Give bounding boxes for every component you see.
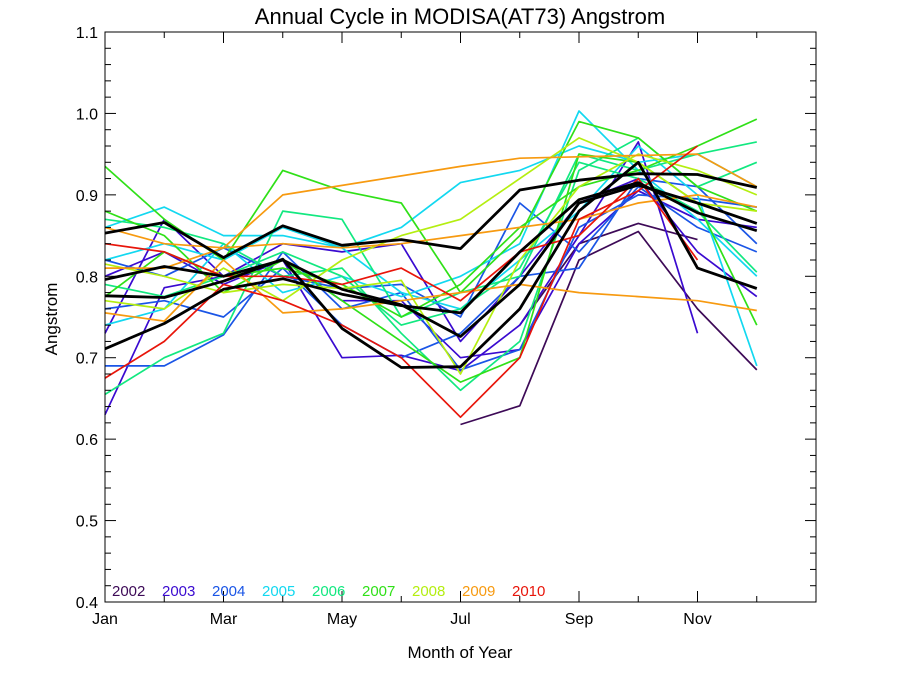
y-tick-label: 0.6 [76, 432, 98, 449]
series-line-2004-0 [105, 194, 757, 371]
series-line-black-3 [104, 183, 758, 338]
y-tick-label: 0.8 [76, 269, 98, 286]
legend-item-2008: 2008 [412, 583, 445, 600]
x-tick-label: Jul [450, 611, 470, 628]
axes-layer: Jan Mar May Jul Sep Nov 0.4 0.5 0.6 0.7 0.8 0.9 1.0 1… [76, 25, 817, 628]
y-tick-label: 1.0 [76, 106, 98, 123]
x-tick-label: Jan [92, 611, 118, 628]
x-tick-label: Mar [210, 611, 238, 628]
series-line-2010-1 [104, 177, 699, 302]
series-line-2002-1 [519, 222, 698, 326]
series-line-black-2 [104, 172, 758, 260]
y-tick-label: 0.9 [76, 188, 98, 205]
legend-item-2002: 2002 [112, 583, 145, 600]
series-layer [104, 110, 758, 426]
series-line-2003-0 [104, 141, 699, 416]
chart-title: Annual Cycle in MODISA(AT73) Angstrom [255, 4, 665, 29]
x-tick-label: May [327, 611, 357, 628]
series-line-2005-0 [104, 145, 758, 249]
y-tick-label: 0.7 [76, 351, 98, 368]
y-tick-label: 0.5 [76, 514, 98, 531]
series-line-2006-0 [104, 141, 757, 396]
y-axis-label: Angstrom [42, 283, 61, 356]
y-tick-label: 1.1 [76, 25, 98, 42]
series-line-2009-1 [104, 153, 758, 249]
legend-item-2009: 2009 [462, 583, 495, 600]
x-tick-label: Nov [683, 611, 711, 628]
series-line-black-1 [104, 160, 758, 369]
legend: 2002 2003 2004 2005 2006 2007 2008 2009 2010 [112, 583, 545, 600]
legend-item-2007: 2007 [362, 583, 395, 600]
legend-item-2005: 2005 [262, 583, 295, 600]
series-line-2010-0 [104, 145, 699, 419]
series-line-2008-0 [104, 153, 758, 375]
series-line-2009-0 [104, 259, 757, 322]
x-tick-label: Sep [565, 611, 594, 628]
legend-item-2006: 2006 [312, 583, 345, 600]
legend-item-2003: 2003 [162, 583, 195, 600]
y-tick-label: 0.4 [76, 595, 98, 612]
x-axis-label: Month of Year [408, 643, 513, 662]
legend-item-2010: 2010 [512, 583, 545, 600]
series-line-2002-0 [460, 230, 758, 426]
legend-item-2004: 2004 [212, 583, 245, 600]
